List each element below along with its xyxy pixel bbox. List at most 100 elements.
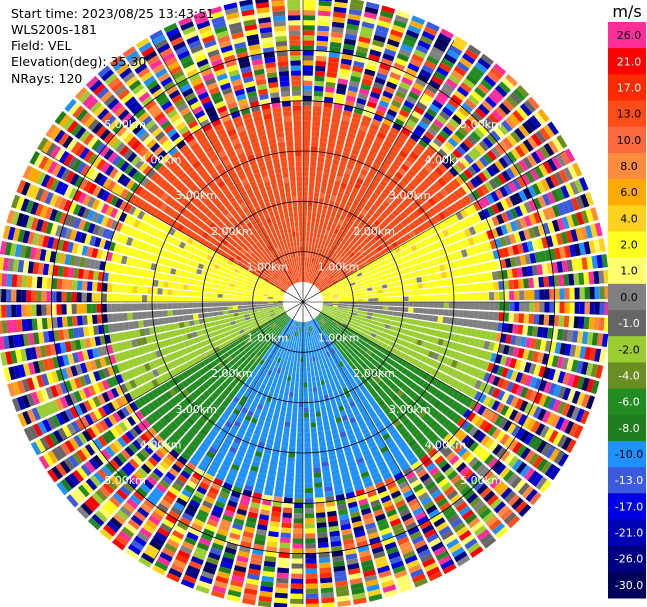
ppi-gate (192, 314, 199, 320)
ppi-gate (398, 291, 404, 297)
ppi-gate (420, 340, 428, 348)
ppi-gate (596, 254, 604, 269)
ppi-gate (248, 470, 258, 478)
ppi-gate (457, 186, 467, 197)
ppi-gate (417, 171, 427, 180)
ppi-gate (326, 76, 337, 83)
ppi-gate (366, 407, 375, 415)
ppi-gate (513, 313, 520, 323)
ppi-gate (557, 434, 568, 449)
ppi-gate (76, 506, 90, 520)
ppi-gate (286, 467, 295, 473)
ppi-gate (191, 494, 203, 504)
ppi-gate (271, 506, 282, 513)
ppi-gate (429, 217, 438, 226)
ppi-gate (415, 256, 423, 264)
ppi-gate (190, 439, 200, 449)
ppi-gate (478, 103, 490, 116)
ppi-gate (387, 287, 394, 293)
ppi-gate (601, 333, 609, 348)
ppi-gate (313, 318, 317, 324)
ppi-gate (341, 290, 348, 294)
ppi-gate (313, 366, 318, 372)
ppi-gate (380, 318, 387, 324)
ppi-gate (323, 475, 332, 483)
ppi-gate (260, 316, 267, 321)
ppi-gate (315, 269, 319, 275)
ppi-gate (527, 185, 537, 198)
ppi-gate (239, 498, 250, 507)
ppi-gate (23, 427, 34, 442)
ppi-gate (193, 379, 202, 388)
ppi-gate (344, 380, 351, 387)
ppi-gate (450, 425, 460, 436)
ppi-gate (359, 320, 366, 325)
ppi-gate (342, 387, 349, 394)
ppi-gate (265, 314, 271, 319)
ppi-gate (190, 413, 199, 422)
ppi-gate (376, 317, 382, 323)
ppi-gate (341, 346, 347, 353)
ppi-gate (284, 492, 293, 499)
ppi-gate (244, 346, 251, 353)
ppi-gate (557, 371, 566, 384)
ppi-gate (339, 283, 346, 288)
ppi-gate (294, 382, 299, 388)
ppi-gate (456, 250, 464, 259)
ppi-gate (406, 155, 416, 165)
ppi-gate (335, 212, 342, 219)
ppi-gate (270, 342, 276, 349)
ppi-gate (400, 236, 408, 244)
ppi-gate (389, 402, 398, 411)
ppi-gate (323, 352, 328, 359)
ppi-gate (450, 359, 459, 369)
ppi-gate (352, 274, 358, 280)
ppi-gate (313, 361, 317, 367)
ppi-gate (438, 221, 446, 230)
ppi-gate (311, 242, 316, 248)
ppi-gate (340, 119, 350, 127)
ppi-gate (440, 405, 450, 415)
ppi-gate (510, 148, 522, 161)
ppi-gate (412, 483, 424, 493)
ppi-gate (273, 308, 280, 312)
ppi-gate (372, 329, 379, 335)
ppi-gate (228, 584, 243, 593)
ppi-gate (255, 424, 263, 432)
ppi-gate (453, 351, 461, 361)
ppi-gate (223, 314, 230, 319)
ppi-gate (304, 472, 313, 479)
ppi-gate (362, 291, 369, 296)
ppi-gate (326, 236, 332, 242)
ppi-gate (397, 381, 405, 389)
ppi-gate (308, 331, 311, 337)
ppi-gate (260, 372, 267, 379)
ppi-gate (324, 230, 330, 236)
ppi-gate (531, 133, 543, 147)
ppi-gate (245, 319, 252, 324)
ppi-gate (234, 349, 241, 356)
ppi-gate (249, 365, 256, 372)
ppi-gate (526, 240, 534, 252)
ppi-gate (460, 384, 469, 394)
ppi-gate (368, 96, 379, 104)
ppi-gate (313, 350, 318, 357)
ppi-gate (446, 226, 455, 236)
ppi-gate (409, 343, 416, 351)
ppi-gate (589, 286, 595, 300)
ppi-gate (370, 359, 378, 366)
ppi-gate (349, 416, 357, 424)
ppi-gate (346, 334, 352, 340)
ppi-gate (45, 401, 55, 415)
ppi-gate (294, 320, 297, 326)
ppi-gate (381, 265, 388, 271)
ppi-gate (458, 335, 466, 344)
ppi-gate (437, 90, 450, 102)
ppi-gate (342, 109, 353, 117)
ppi-gate (253, 538, 266, 546)
ppi-gate (382, 584, 397, 593)
ppi-gate (389, 367, 397, 375)
ppi-gate (247, 375, 254, 383)
ppi-gate (307, 206, 313, 212)
ppi-gate (479, 156, 490, 168)
